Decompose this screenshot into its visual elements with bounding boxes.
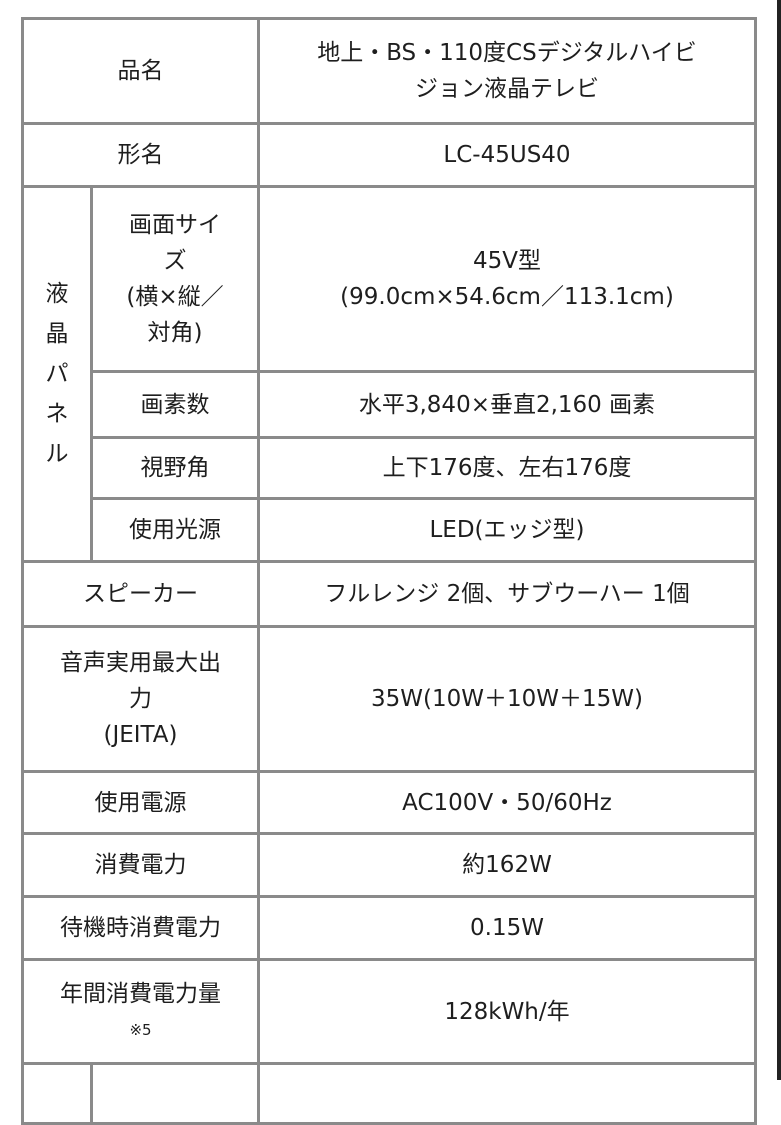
label-light-source: 使用光源	[90, 497, 260, 563]
row-light-source: 使用光源 LED(エッジ型)	[23, 497, 757, 563]
label-speaker: スピーカー	[21, 560, 260, 628]
label-line: 対角)	[147, 320, 203, 346]
value-standby-power: 0.15W	[257, 895, 757, 961]
row-audio-output: 音声実用最大出 力 (JEITA) 35W(10W＋10W＋15W)	[21, 625, 757, 773]
label-viewing-angle: 視野角	[90, 436, 260, 500]
row-power-consumption: 消費電力 約162W	[21, 832, 757, 898]
value-annual-power: 128kWh/年	[257, 958, 757, 1065]
label-power-consumption: 消費電力	[21, 832, 260, 898]
spec-table: 品名 地上・BS・110度CSデジタルハイビ ジョン液晶テレビ 形名 LC-45U…	[21, 17, 757, 1125]
label-line: 年間消費電力量	[60, 980, 221, 1007]
row-screen-size: 液 晶 パ ネ ル 画面サイ ズ (横×縦／ 対角) 45V型 (99.0cm×5…	[21, 185, 757, 563]
row-standby-power: 待機時消費電力 0.15W	[21, 895, 757, 961]
row-pixels: 画素数 水平3,840×垂直2,160 画素	[23, 370, 757, 439]
label-line: (横×縦／	[126, 284, 224, 310]
label-line: (JEITA)	[103, 722, 178, 748]
value-power-consumption: 約162W	[257, 832, 757, 898]
footnote-ref: ※5	[129, 1020, 152, 1039]
label-pixels: 画素数	[90, 370, 260, 439]
value-power-supply: AC100V・50/60Hz	[257, 770, 757, 835]
label-standby-power: 待機時消費電力	[21, 895, 260, 961]
value-line: (99.0cm×54.6cm／113.1cm)	[340, 284, 674, 310]
value-line: 45V型	[472, 248, 541, 274]
window-edge	[777, 0, 781, 1080]
label-line: 音声実用最大出	[60, 650, 221, 676]
group-char: ル	[45, 441, 69, 467]
cell-empty	[21, 1062, 93, 1125]
value-viewing-angle: 上下176度、左右176度	[257, 436, 757, 500]
value-audio-output: 35W(10W＋10W＋15W)	[257, 625, 757, 773]
group-char: 液	[45, 281, 69, 307]
label-lcd-panel: 液 晶 パ ネ ル	[21, 185, 93, 563]
label-screen-size: 画面サイ ズ (横×縦／ 対角)	[90, 185, 260, 373]
group-char: 晶	[45, 321, 69, 347]
row-product-name: 品名 地上・BS・110度CSデジタルハイビ ジョン液晶テレビ	[21, 17, 757, 125]
value-screen-size: 45V型 (99.0cm×54.6cm／113.1cm)	[257, 185, 757, 373]
row-partial	[21, 1062, 757, 1125]
value-model: LC-45US40	[257, 122, 757, 188]
label-model: 形名	[21, 122, 260, 188]
cell-empty	[90, 1062, 260, 1125]
group-char: パ	[45, 361, 69, 387]
row-speaker: スピーカー フルレンジ 2個、サブウーハー 1個	[21, 560, 757, 628]
value-product-name: 地上・BS・110度CSデジタルハイビ ジョン液晶テレビ	[257, 17, 757, 125]
row-viewing-angle: 視野角 上下176度、左右176度	[23, 436, 757, 500]
label-product-name: 品名	[21, 17, 260, 125]
label-power-supply: 使用電源	[21, 770, 260, 835]
label-annual-power: 年間消費電力量 ※5	[21, 958, 260, 1065]
row-annual-power: 年間消費電力量 ※5 128kWh/年	[21, 958, 757, 1065]
row-model: 形名 LC-45US40	[21, 122, 757, 188]
row-power-supply: 使用電源 AC100V・50/60Hz	[21, 770, 757, 835]
value-line: ジョン液晶テレビ	[415, 76, 599, 102]
label-line: 力	[129, 686, 152, 712]
group-char: ネ	[45, 401, 69, 427]
value-line: 地上・BS・110度CSデジタルハイビ	[317, 40, 697, 66]
cell-empty	[257, 1062, 757, 1125]
value-pixels: 水平3,840×垂直2,160 画素	[257, 370, 757, 439]
label-line: ズ	[163, 248, 187, 274]
value-speaker: フルレンジ 2個、サブウーハー 1個	[257, 560, 757, 628]
label-line: 画面サイ	[129, 212, 221, 238]
label-audio-output: 音声実用最大出 力 (JEITA)	[21, 625, 260, 773]
value-light-source: LED(エッジ型)	[257, 497, 757, 563]
